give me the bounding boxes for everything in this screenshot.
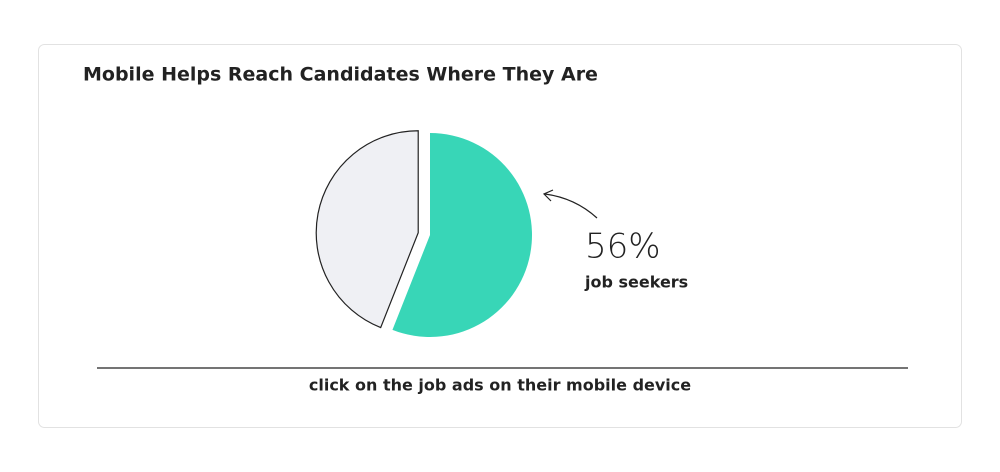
pie-slice <box>392 133 532 337</box>
chart-title: Mobile Helps Reach Candidates Where They… <box>83 64 598 86</box>
category-label: job seekers <box>584 273 688 292</box>
arrow <box>544 193 598 219</box>
pie-slice <box>315 130 419 329</box>
annotation: click on the job ads on their mobile dev… <box>309 376 691 395</box>
arrow-head <box>542 189 554 202</box>
value-label: 56% <box>585 227 661 267</box>
